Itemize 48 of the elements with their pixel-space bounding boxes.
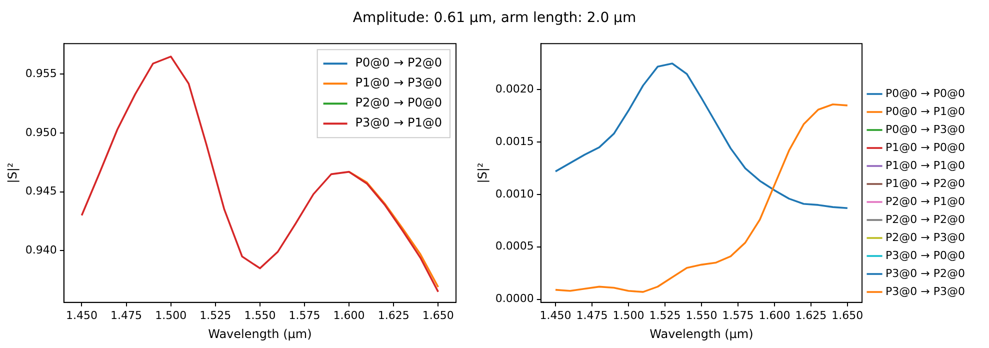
y-tick-label: 0.0000 bbox=[495, 292, 534, 306]
legend-label: P2@0 → P0@0 bbox=[355, 96, 442, 110]
y-axis-title: |S|² bbox=[475, 162, 490, 184]
x-tick-label: 1.650 bbox=[832, 308, 864, 322]
legend-label: P2@0 → P2@0 bbox=[886, 212, 966, 226]
legend-label: P1@0 → P0@0 bbox=[886, 140, 966, 154]
x-axis-title: Wavelength (µm) bbox=[650, 326, 754, 341]
legend-label: P0@0 → P3@0 bbox=[886, 122, 966, 136]
legend-label: P2@0 → P3@0 bbox=[886, 230, 966, 244]
x-tick-label: 1.450 bbox=[66, 308, 98, 322]
x-axis-title: Wavelength (µm) bbox=[208, 326, 312, 341]
legend-label: P3@0 → P0@0 bbox=[886, 248, 966, 262]
x-tick-label: 1.450 bbox=[540, 308, 572, 322]
x-tick-label: 1.475 bbox=[110, 308, 142, 322]
x-tick-label: 1.550 bbox=[686, 308, 718, 322]
y-tick-label: 0.0020 bbox=[495, 82, 534, 96]
y-tick-label: 0.940 bbox=[25, 244, 57, 256]
x-tick-label: 1.600 bbox=[758, 308, 790, 322]
legend-label: P1@0 → P1@0 bbox=[886, 158, 966, 172]
x-tick-label: 1.600 bbox=[333, 308, 365, 322]
legend-label: P3@0 → P1@0 bbox=[355, 116, 442, 130]
x-tick-label: 1.575 bbox=[288, 308, 320, 322]
legend-label: P1@0 → P3@0 bbox=[355, 76, 442, 90]
y-tick-label: 0.0015 bbox=[495, 134, 534, 148]
y-axis-title: |S|² bbox=[5, 162, 20, 184]
x-tick-label: 1.500 bbox=[612, 308, 644, 322]
text: Amplitude: 0.61 µm, arm length: 2.0 µm bbox=[352, 9, 638, 28]
x-tick-label: 1.500 bbox=[155, 308, 187, 322]
y-tick-label: 0.0005 bbox=[495, 240, 534, 253]
x-tick-label: 1.525 bbox=[649, 308, 681, 322]
legend-label: P2@0 → P1@0 bbox=[886, 194, 966, 208]
x-tick-label: 1.550 bbox=[244, 308, 276, 322]
legend-label: P0@0 → P1@0 bbox=[886, 104, 966, 118]
y-tick-label: 0.0010 bbox=[495, 187, 534, 200]
legend-label: P3@0 → P3@0 bbox=[886, 284, 966, 298]
legend-label: P1@0 → P2@0 bbox=[886, 176, 966, 190]
legend-label: P0@0 → P2@0 bbox=[355, 56, 442, 70]
x-tick-label: 1.475 bbox=[576, 308, 608, 322]
x-tick-label: 1.625 bbox=[795, 308, 827, 322]
legend-label: P3@0 → P2@0 bbox=[886, 266, 966, 280]
x-tick-label: 1.575 bbox=[722, 308, 754, 322]
x-tick-label: 1.650 bbox=[422, 308, 454, 322]
y-tick-label: 0.945 bbox=[25, 184, 57, 198]
legend-label: P0@0 → P0@0 bbox=[886, 86, 966, 100]
y-tick-label: 0.955 bbox=[25, 67, 57, 80]
y-tick-label: 0.950 bbox=[25, 126, 57, 139]
x-tick-label: 1.525 bbox=[200, 308, 232, 322]
x-tick-label: 1.625 bbox=[378, 308, 410, 322]
